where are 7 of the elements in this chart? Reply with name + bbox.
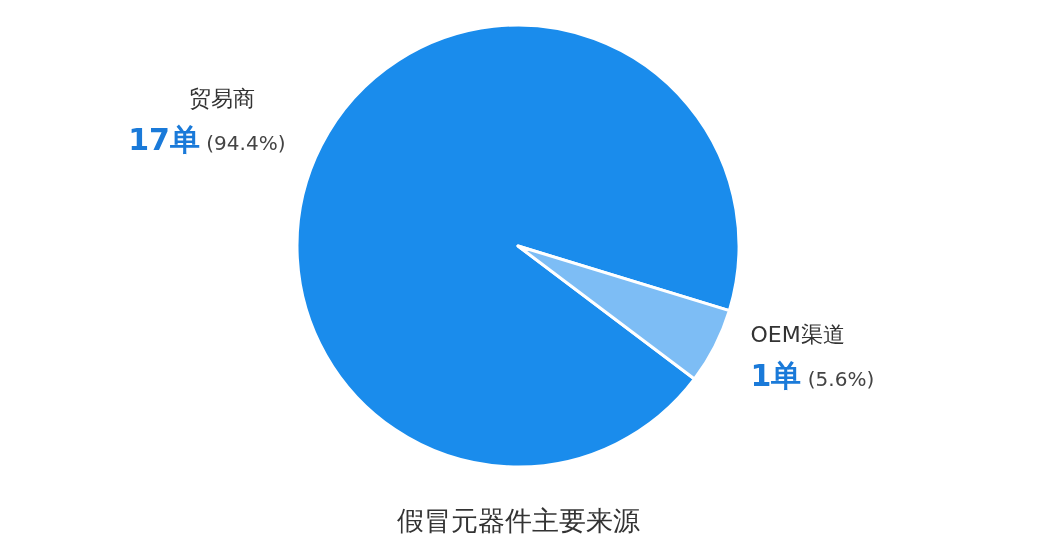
text: 假冒元器件主要来源 [396, 505, 640, 536]
pie-slice [295, 23, 741, 469]
slice-label: 贸易商 [189, 85, 256, 111]
pie-slice [516, 244, 731, 381]
data-label: 1单 (5.6%) [750, 358, 875, 394]
data-label: 17单 (94.4%) [128, 121, 286, 157]
slice-label: OEM渠道 [750, 322, 845, 348]
